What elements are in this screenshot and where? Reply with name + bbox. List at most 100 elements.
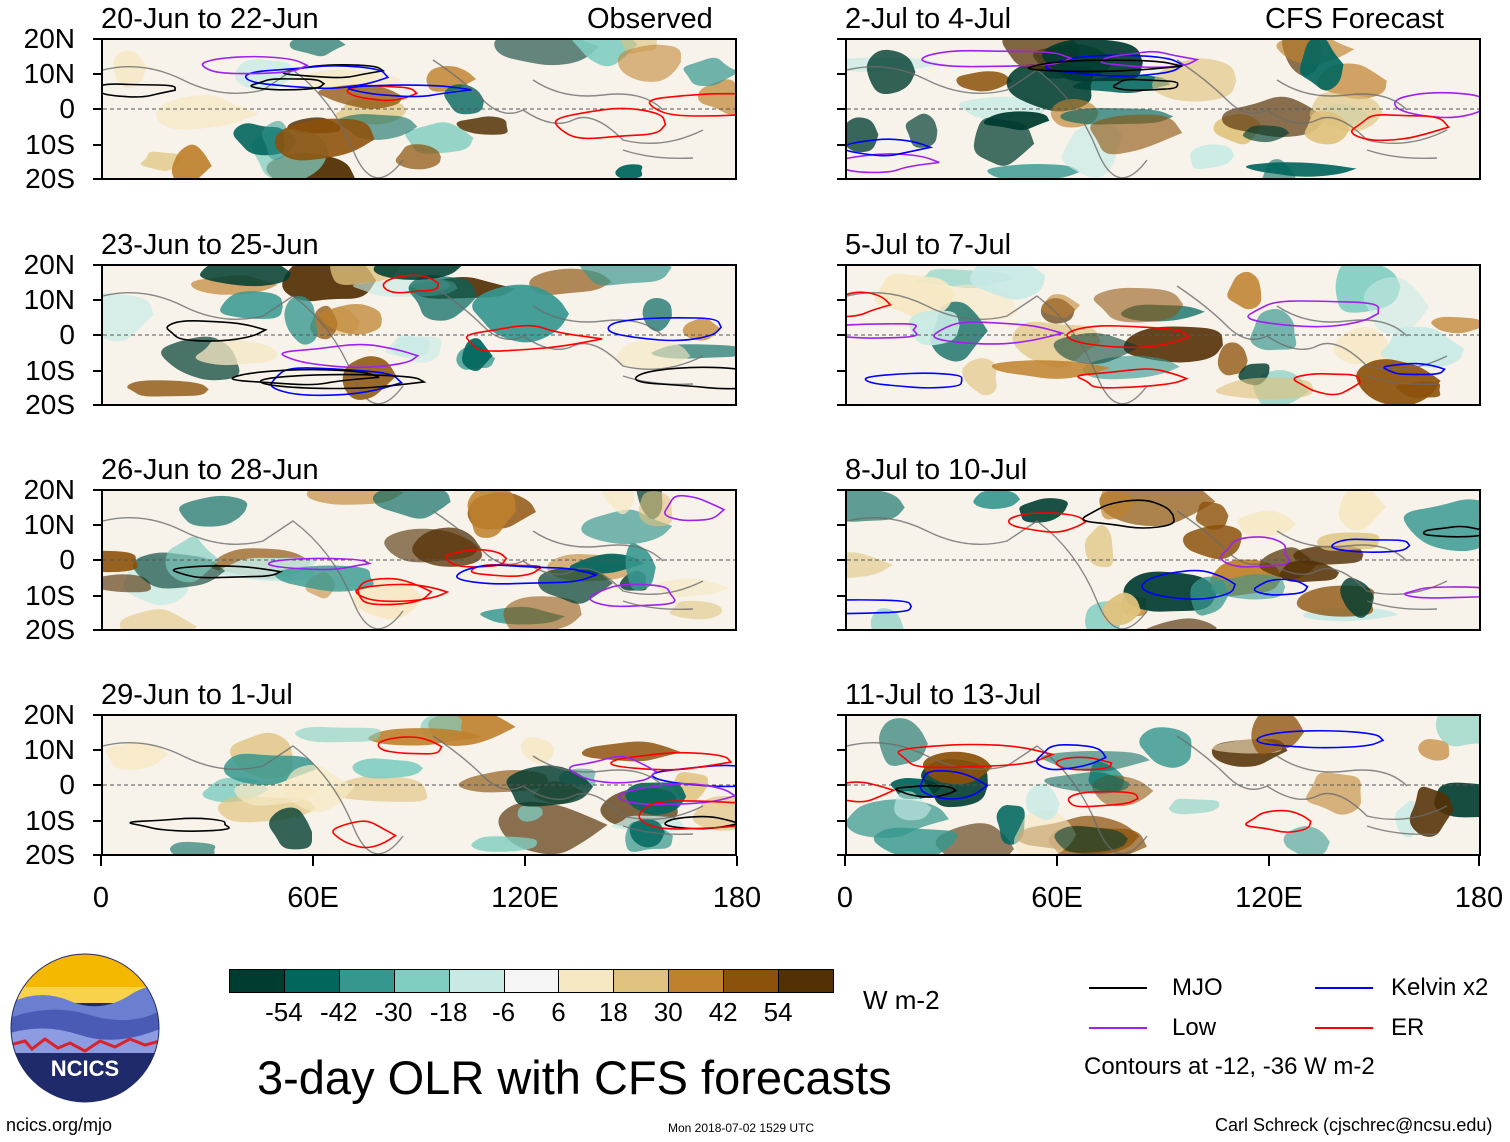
legend-mjo-label: MJO xyxy=(1172,974,1223,1001)
lat-label: 10N xyxy=(23,509,75,540)
lon-label: 0 xyxy=(836,882,854,914)
observed-label: Observed xyxy=(587,3,713,35)
lat-label: 20N xyxy=(23,23,75,54)
credit: Carl Schreck (cjschrec@ncsu.edu) xyxy=(1215,1115,1493,1135)
lat-label: 0 xyxy=(59,544,75,575)
lat-tick xyxy=(837,73,845,75)
lat-label: 10S xyxy=(25,805,75,836)
lon-label: 60E xyxy=(287,882,339,914)
ncics-logo: NCICS xyxy=(10,953,160,1103)
lat-tick xyxy=(837,38,845,40)
colorbar-label: -18 xyxy=(429,997,468,1027)
lon-label: 120E xyxy=(491,882,559,914)
lon-tick xyxy=(524,856,526,866)
lat-tick xyxy=(837,749,845,751)
lon-label: 0 xyxy=(92,882,110,914)
colorbar-swatch xyxy=(338,969,395,993)
site-link[interactable]: ncics.org/mjo xyxy=(6,1115,113,1135)
lat-label: 20S xyxy=(25,389,75,420)
lat-tick xyxy=(93,489,101,491)
lat-tick xyxy=(837,629,845,631)
main-title: 3-day OLR with CFS forecasts xyxy=(257,1051,892,1104)
lat-tick xyxy=(93,629,101,631)
lon-tick xyxy=(100,856,102,866)
observed-map-panel xyxy=(101,38,737,180)
colorbar-label: -30 xyxy=(374,997,413,1027)
colorbar-unit: W m-2 xyxy=(863,985,940,1015)
lat-tick xyxy=(837,108,845,110)
lat-tick xyxy=(837,370,845,372)
lat-tick xyxy=(837,524,845,526)
lat-label: 20N xyxy=(23,699,75,730)
timestamp: Mon 2018-07-02 1529 UTC xyxy=(668,1121,815,1135)
colorbar-swatch xyxy=(229,969,285,993)
colorbar-swatch xyxy=(613,969,670,993)
lat-label: 20S xyxy=(25,163,75,194)
legend-er-line xyxy=(1315,1027,1373,1029)
lat-tick xyxy=(93,108,101,110)
colorbar-swatch xyxy=(503,969,560,993)
colorbar-label: -54 xyxy=(265,997,303,1027)
lat-tick xyxy=(837,559,845,561)
lat-label: 10N xyxy=(23,284,75,315)
colorbar-swatch xyxy=(723,969,780,993)
lat-label: 20N xyxy=(23,474,75,505)
forecast-panel-title: 5-Jul to 7-Jul xyxy=(845,229,1012,261)
colorbar-swatch xyxy=(668,969,725,993)
legend-mjo-line xyxy=(1089,987,1147,989)
lon-tick xyxy=(844,856,846,866)
lon-label: 60E xyxy=(1031,882,1083,914)
colorbar-label: -6 xyxy=(491,997,516,1027)
lon-tick xyxy=(312,856,314,866)
lat-tick xyxy=(93,595,101,597)
colorbar-swatch xyxy=(448,969,505,993)
lon-tick xyxy=(1268,856,1270,866)
lat-label: 20S xyxy=(25,839,75,870)
observed-map-panel xyxy=(101,489,737,631)
lon-label: 180 xyxy=(712,882,762,914)
lat-tick xyxy=(837,595,845,597)
forecast-panel-title: 2-Jul to 4-Jul xyxy=(845,3,1012,35)
logo-text: NCICS xyxy=(51,1056,119,1081)
legend-low-label: Low xyxy=(1172,1014,1217,1041)
lat-tick xyxy=(837,334,845,336)
lat-tick xyxy=(837,144,845,146)
colorbar-label: 30 xyxy=(653,997,683,1027)
lon-tick xyxy=(1478,856,1480,866)
lat-tick xyxy=(837,714,845,716)
colorbar-swatch xyxy=(778,969,834,993)
colorbar-label: 18 xyxy=(598,997,628,1027)
lat-tick xyxy=(93,404,101,406)
observed-panel-title: 26-Jun to 28-Jun xyxy=(101,454,319,486)
colorbar-swatch xyxy=(558,969,615,993)
lat-tick xyxy=(837,820,845,822)
lat-tick xyxy=(837,299,845,301)
forecast-map-panel xyxy=(845,714,1481,856)
lat-label: 0 xyxy=(59,319,75,350)
forecast-map-panel xyxy=(845,264,1481,406)
forecast-map-panel xyxy=(845,489,1481,631)
lat-tick xyxy=(93,334,101,336)
observed-map-panel xyxy=(101,264,737,406)
lat-label: 0 xyxy=(59,769,75,800)
legend-low-line xyxy=(1089,1027,1147,1029)
legend-er-label: ER xyxy=(1391,1014,1425,1041)
legend-kelvin-label: Kelvin x2 xyxy=(1391,974,1489,1001)
observed-panel-title: 23-Jun to 25-Jun xyxy=(101,229,319,261)
forecast-panel-title: 11-Jul to 13-Jul xyxy=(845,679,1042,711)
colorbar: -54 -42 -30 -18 -6 6 18 30 42 54 xyxy=(229,969,834,1029)
lon-tick xyxy=(736,856,738,866)
lat-tick xyxy=(93,73,101,75)
lat-tick xyxy=(93,264,101,266)
lat-tick xyxy=(93,820,101,822)
lat-tick xyxy=(837,854,845,856)
colorbar-swatch xyxy=(283,969,340,993)
lat-tick xyxy=(837,784,845,786)
observed-map-panel xyxy=(101,714,737,856)
lat-label: 10N xyxy=(23,734,75,765)
forecast-label: CFS Forecast xyxy=(1265,3,1444,35)
lat-tick xyxy=(93,299,101,301)
lat-label: 0 xyxy=(59,93,75,124)
lat-tick xyxy=(93,38,101,40)
lat-tick xyxy=(93,524,101,526)
